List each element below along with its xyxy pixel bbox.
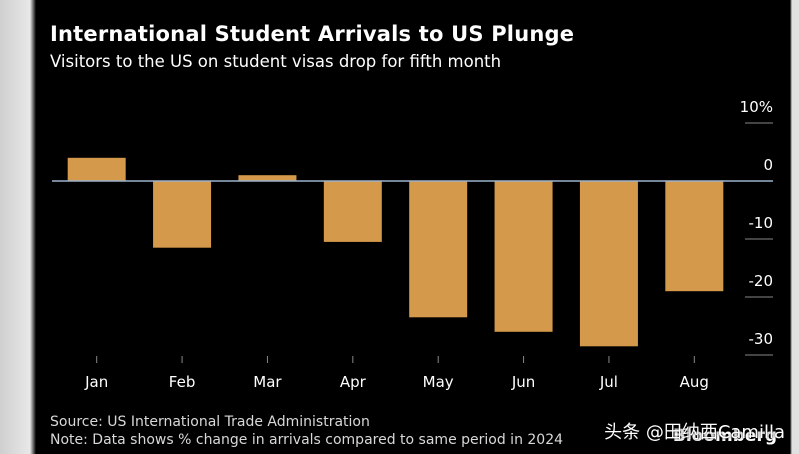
chart-subtitle: Visitors to the US on student visas drop…: [50, 52, 502, 71]
source-note: Source: US International Trade Administr…: [50, 414, 370, 430]
y-tick-label: -10: [749, 214, 774, 232]
bar-jan: [67, 157, 126, 181]
x-tick-label: Jun: [511, 373, 535, 391]
y-tick-label: 0: [763, 156, 773, 174]
chart-title: International Student Arrivals to US Plu…: [50, 22, 575, 46]
x-tick-label: Feb: [169, 373, 196, 391]
x-tick-label: Jan: [84, 373, 108, 391]
y-tick-label: 10%: [740, 98, 773, 116]
x-tick-label: Aug: [680, 373, 709, 391]
bar-aug: [665, 181, 724, 292]
bar-jul: [579, 181, 638, 347]
x-tick-label: Apr: [340, 373, 367, 391]
x-tick-label: Mar: [253, 373, 282, 391]
x-axis: Jan Feb Mar Apr May Jun Jul Aug: [84, 356, 709, 391]
y-tick-label: -30: [749, 330, 774, 348]
x-tick-label: Jul: [599, 373, 618, 391]
bar-feb: [153, 181, 212, 248]
y-axis: 10% 0 -10 -20 -30: [740, 98, 774, 356]
data-note: Note: Data shows % change in arrivals co…: [50, 432, 564, 448]
bar-may: [409, 181, 468, 318]
x-tick-label: May: [423, 373, 454, 391]
bloomberg-logo: Bloomberg: [672, 426, 777, 446]
bar-jun: [494, 181, 553, 332]
bar-mar: [238, 175, 297, 181]
bars-group: [67, 157, 724, 347]
watermark-text: 头条 @田纳西Camilla: [604, 422, 785, 443]
bar-apr: [323, 181, 382, 242]
y-tick-label: -20: [749, 272, 774, 290]
